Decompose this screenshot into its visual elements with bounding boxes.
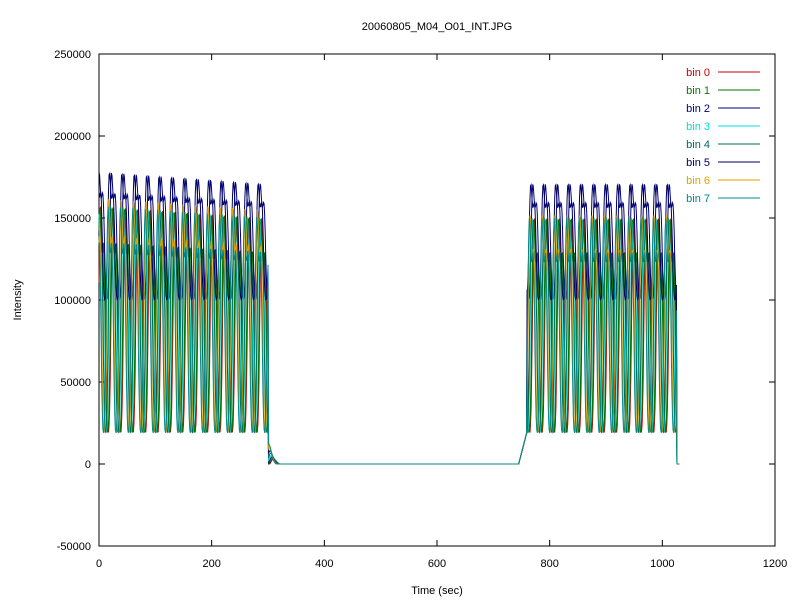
x-tick-label: 200	[202, 558, 220, 570]
y-tick-label: 0	[85, 459, 91, 471]
axis-ticks: 0 200 400 600 800 1000 1200 -50000 0 50000 100000 1…	[54, 49, 787, 570]
y-axis-label: Intensity	[12, 279, 24, 320]
legend-label: bin 3	[686, 121, 710, 133]
x-tick-label: 400	[315, 558, 333, 570]
y-tick-label: 100000	[54, 295, 91, 307]
legend-label: bin 2	[686, 103, 710, 115]
x-tick-label: 1000	[650, 558, 674, 570]
legend-label: bin 0	[686, 67, 710, 79]
y-tick-label: 150000	[54, 213, 91, 225]
x-axis-label: Time (sec)	[411, 585, 463, 597]
y-tick-label: -50000	[57, 541, 91, 553]
x-tick-label: 600	[428, 558, 446, 570]
legend-label: bin 4	[686, 139, 710, 151]
series-line-bin-7	[98, 206, 680, 465]
x-tick-label: 1200	[763, 558, 787, 570]
y-tick-label: 200000	[54, 131, 91, 143]
x-tick-label: 800	[540, 558, 558, 570]
legend-label: bin 1	[686, 85, 710, 97]
legend-label: bin 5	[686, 157, 710, 169]
series-layer	[98, 171, 680, 465]
y-tick-label: 50000	[60, 377, 91, 389]
legend: bin 0 bin 1 bin 2 bin 3 bin 4 bin 5 bin 6 bin 7	[686, 67, 760, 205]
legend-label: bin 6	[686, 175, 710, 187]
x-tick-label: 0	[96, 558, 102, 570]
chart-title: 20060805_M04_O01_INT.JPG	[362, 21, 512, 33]
y-tick-label: 250000	[54, 49, 91, 61]
legend-label: bin 7	[686, 193, 710, 205]
